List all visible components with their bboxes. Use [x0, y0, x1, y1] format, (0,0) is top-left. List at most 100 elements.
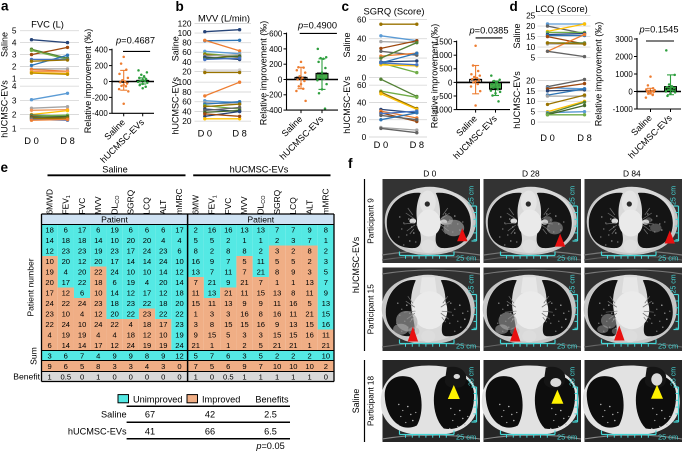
svg-text:16: 16	[224, 226, 232, 235]
svg-text:13: 13	[240, 226, 248, 235]
svg-text:6: 6	[47, 341, 51, 350]
svg-text:25 cm: 25 cm	[671, 274, 678, 293]
svg-text:4: 4	[145, 362, 149, 371]
svg-text:8: 8	[259, 310, 263, 319]
svg-text:hUCMSC-EVs: hUCMSC-EVs	[68, 426, 127, 436]
svg-text:6: 6	[145, 226, 149, 235]
svg-text:Relative improvement (‰): Relative improvement (‰)	[594, 22, 604, 127]
svg-text:21: 21	[240, 278, 248, 287]
svg-text:15: 15	[224, 320, 232, 329]
svg-text:D 84: D 84	[623, 169, 641, 179]
svg-text:17: 17	[78, 226, 86, 235]
svg-text:23: 23	[110, 247, 118, 256]
svg-text:400: 400	[269, 45, 283, 54]
svg-text:1000: 1000	[615, 70, 633, 79]
svg-text:p=0.4900: p=0.4900	[297, 21, 337, 31]
svg-text:6MWD: 6MWD	[44, 189, 54, 215]
svg-text:c: c	[342, 0, 350, 14]
svg-text:6: 6	[129, 226, 133, 235]
svg-text:1: 1	[226, 341, 230, 350]
svg-text:42: 42	[205, 410, 215, 420]
svg-text:13: 13	[208, 289, 216, 298]
svg-text:19: 19	[110, 226, 118, 235]
svg-text:-200: -200	[267, 91, 283, 100]
svg-text:4: 4	[96, 331, 100, 340]
svg-text:5: 5	[259, 351, 263, 360]
svg-text:0: 0	[103, 77, 108, 86]
svg-text:23: 23	[175, 320, 183, 329]
svg-text:0: 0	[362, 132, 367, 142]
svg-text:12: 12	[78, 257, 86, 266]
svg-text:23: 23	[94, 299, 102, 308]
svg-text:7: 7	[226, 257, 230, 266]
svg-text:Benefits: Benefits	[255, 394, 289, 404]
svg-text:a: a	[1, 0, 9, 14]
svg-text:8: 8	[307, 247, 311, 256]
svg-text:3: 3	[307, 268, 311, 277]
svg-text:22: 22	[110, 320, 118, 329]
svg-text:LCQ: LCQ	[288, 197, 298, 215]
svg-text:5: 5	[210, 236, 214, 245]
svg-text:1500: 1500	[435, 38, 453, 47]
svg-text:14: 14	[94, 236, 102, 245]
svg-text:Saline: Saline	[171, 36, 181, 61]
svg-text:DLCO: DLCO	[256, 195, 268, 215]
svg-text:10: 10	[127, 268, 135, 277]
svg-text:0: 0	[448, 78, 453, 87]
svg-text:40: 40	[182, 57, 192, 67]
svg-text:21: 21	[257, 268, 265, 277]
svg-text:Saline: Saline	[342, 32, 352, 57]
svg-text:Benefit: Benefit	[13, 372, 40, 382]
svg-text:6.5: 6.5	[264, 426, 277, 436]
svg-text:17: 17	[62, 278, 70, 287]
svg-text:1000: 1000	[435, 51, 453, 60]
svg-text:1: 1	[291, 372, 295, 381]
svg-text:23: 23	[62, 247, 70, 256]
svg-text:8: 8	[226, 247, 230, 256]
svg-text:3: 3	[324, 257, 328, 266]
svg-text:25 cm: 25 cm	[570, 186, 577, 205]
svg-text:3: 3	[291, 236, 295, 245]
svg-text:18: 18	[175, 289, 183, 298]
svg-text:200: 200	[269, 60, 283, 69]
svg-text:14: 14	[62, 341, 70, 350]
svg-text:23: 23	[127, 299, 135, 308]
svg-text:7: 7	[194, 362, 198, 371]
svg-text:3: 3	[47, 351, 51, 360]
svg-text:0: 0	[129, 372, 133, 381]
svg-text:f: f	[348, 156, 353, 171]
svg-text:LCQ: LCQ	[142, 197, 152, 215]
svg-text:14: 14	[175, 278, 183, 287]
svg-text:3: 3	[194, 320, 198, 329]
svg-text:24: 24	[159, 257, 167, 266]
svg-text:0.5: 0.5	[223, 372, 234, 381]
svg-text:p=0.4687: p=0.4687	[115, 36, 155, 46]
svg-text:17: 17	[127, 247, 135, 256]
svg-text:6: 6	[64, 362, 68, 371]
svg-text:21: 21	[273, 341, 281, 350]
svg-text:17: 17	[94, 341, 102, 350]
svg-text:5: 5	[259, 341, 263, 350]
svg-text:FEV1: FEV1	[61, 195, 73, 214]
svg-text:5: 5	[275, 257, 279, 266]
svg-text:80: 80	[182, 38, 192, 48]
svg-text:Relative improvement (‰): Relative improvement (‰)	[259, 21, 269, 126]
svg-text:6: 6	[64, 351, 68, 360]
svg-text:25 cm: 25 cm	[469, 274, 476, 293]
svg-text:hUCMSC-EVs: hUCMSC-EVs	[0, 80, 10, 138]
svg-text:1: 1	[259, 372, 263, 381]
svg-text:4: 4	[96, 351, 100, 360]
svg-text:16: 16	[191, 257, 199, 266]
svg-text:9: 9	[47, 362, 51, 371]
svg-text:hUCMSC-EVs: hUCMSC-EVs	[512, 71, 522, 129]
svg-text:Saline: Saline	[101, 410, 127, 420]
svg-text:Participant 15: Participant 15	[366, 284, 375, 335]
svg-text:6: 6	[226, 362, 230, 371]
svg-text:0.5: 0.5	[61, 372, 72, 381]
svg-text:60: 60	[357, 80, 367, 90]
svg-text:2: 2	[194, 226, 198, 235]
svg-text:12: 12	[94, 310, 102, 319]
svg-text:16: 16	[322, 320, 330, 329]
svg-text:4: 4	[12, 38, 17, 48]
svg-text:15: 15	[305, 320, 313, 329]
